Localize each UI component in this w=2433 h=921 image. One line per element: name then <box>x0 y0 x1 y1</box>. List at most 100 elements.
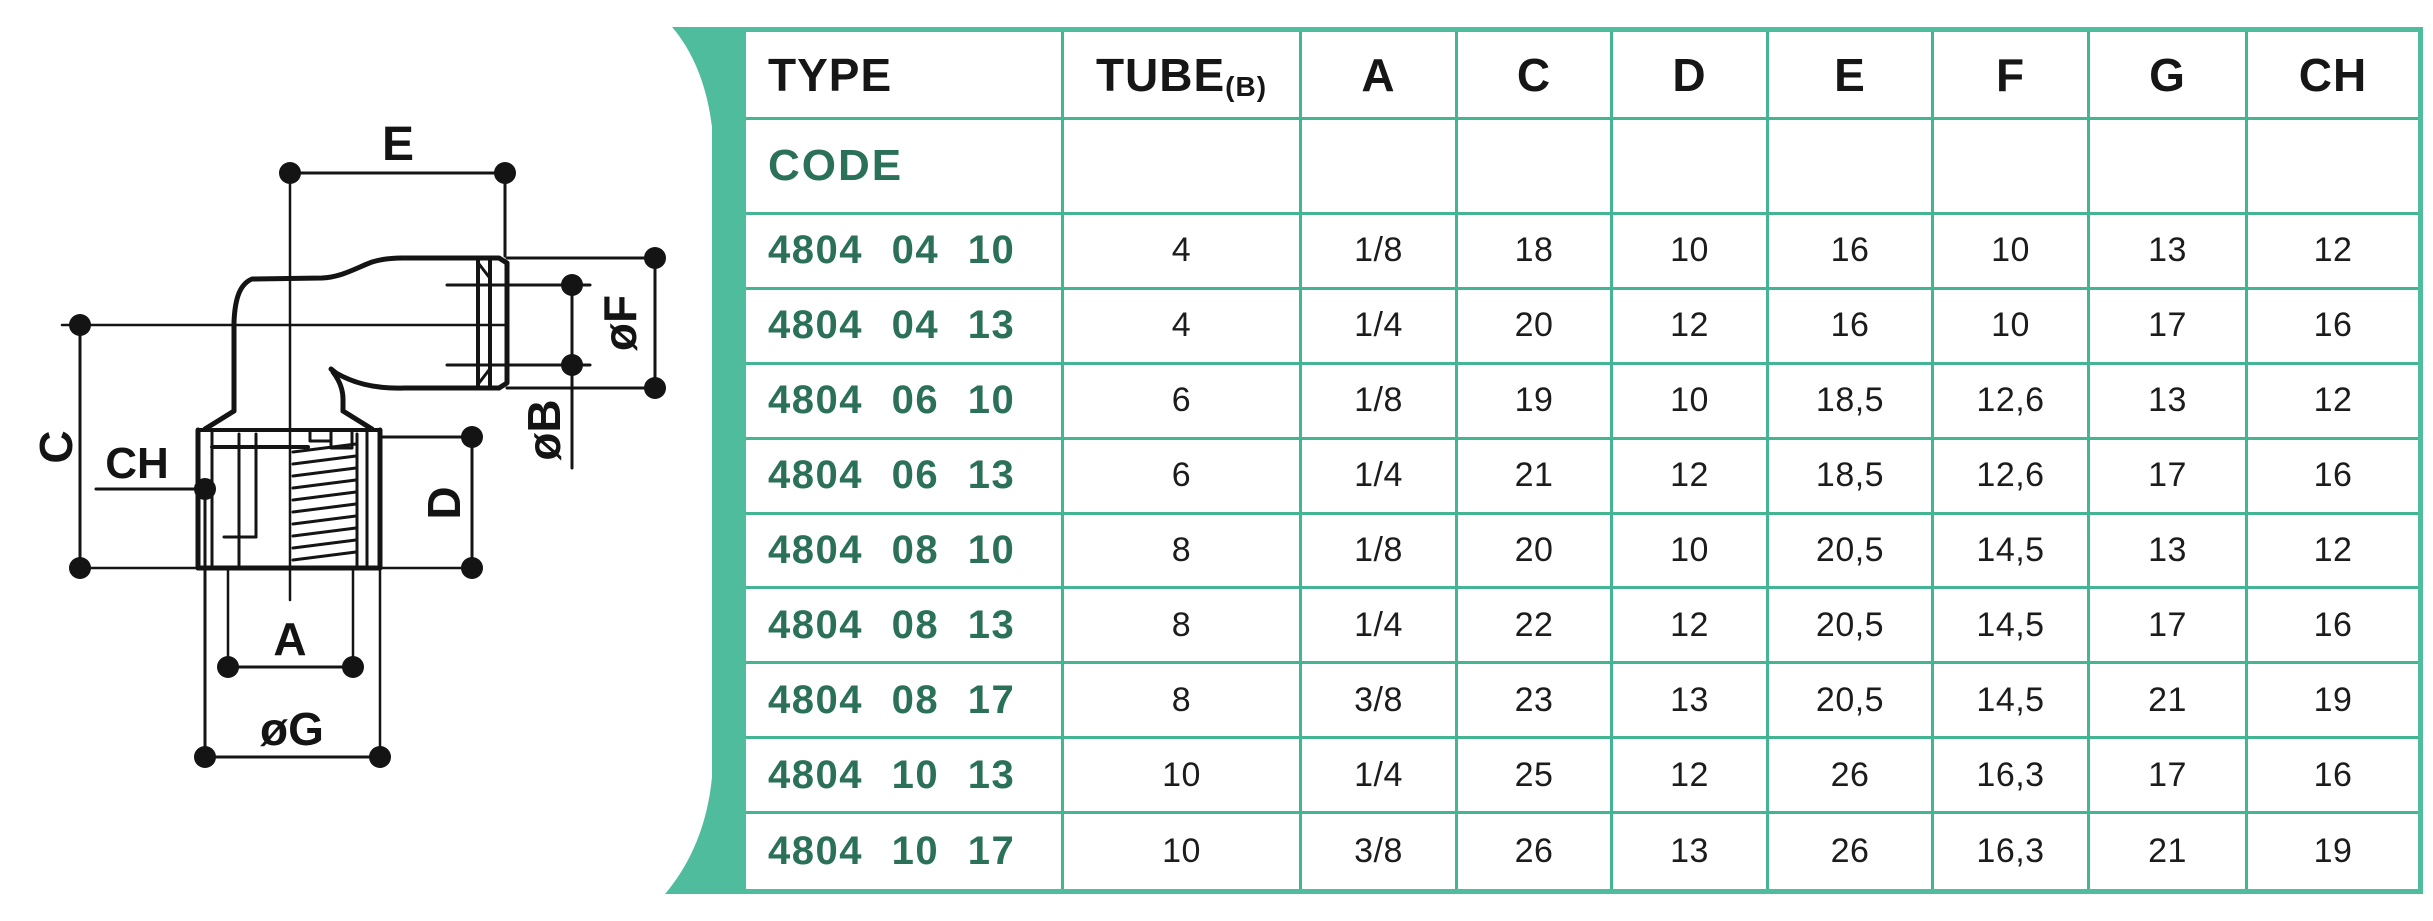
value-cell: 17 <box>2090 739 2248 815</box>
value-cell: 10 <box>1613 215 1769 290</box>
col-header-c: C <box>1458 32 1613 120</box>
type-code-cell: 4804 04 13 <box>746 289 1064 365</box>
value-cell: 1/8 <box>1302 215 1458 290</box>
value-cell: 26 <box>1458 814 1613 889</box>
value-cell: 21 <box>2090 664 2248 740</box>
value-cell: 16,3 <box>1934 739 2090 815</box>
fitting-technical-drawing: E øF øB C CH D A øG <box>30 118 666 768</box>
value-cell: 3/8 <box>1302 814 1458 889</box>
dim-b-dot-top <box>561 274 583 296</box>
value-cell: 12 <box>1613 739 1769 815</box>
thread-hatching <box>291 442 358 562</box>
hex-step-detail <box>308 428 354 450</box>
value-cell: 20 <box>1458 289 1613 365</box>
value-cell: 12 <box>1613 289 1769 365</box>
value-cell: 21 <box>1458 439 1613 515</box>
value-cell: 17 <box>2090 589 2248 665</box>
dim-d-line <box>378 435 474 570</box>
hex-inner-walls <box>210 428 369 570</box>
dim-g-dot-left <box>194 746 216 768</box>
col-header-tube: TUBE (B) <box>1064 32 1302 120</box>
dim-c-dot-bottom <box>69 557 91 579</box>
dim-label-f: øF <box>594 295 646 351</box>
col-header-ch: CH <box>2248 32 2418 120</box>
value-cell: 10 <box>1613 364 1769 440</box>
col-header-tube-subscript: (B) <box>1225 71 1268 102</box>
dim-g-dot-right <box>369 746 391 768</box>
value-cell: 21 <box>2090 814 2248 889</box>
type-code-cell: 4804 10 13 <box>746 739 1064 815</box>
collar-chamfers <box>477 262 491 385</box>
code-row-empty-cell <box>1302 120 1458 215</box>
type-code-cell: 4804 08 13 <box>746 589 1064 665</box>
col-header-d: D <box>1613 32 1769 120</box>
value-cell: 10 <box>1934 215 2090 290</box>
value-cell: 10 <box>1064 814 1302 889</box>
dim-e-dot-right <box>494 162 516 184</box>
value-cell: 16,3 <box>1934 814 2090 889</box>
table-grid: TYPE TUBE (B) A C D E F G CH CODE 4804 04… <box>746 32 2418 889</box>
value-cell: 1/4 <box>1302 589 1458 665</box>
code-row-empty-cell <box>1613 120 1769 215</box>
value-cell: 1/4 <box>1302 289 1458 365</box>
value-cell: 25 <box>1458 739 1613 815</box>
value-cell: 3/8 <box>1302 664 1458 740</box>
value-cell: 16 <box>1769 215 1934 290</box>
col-header-type: TYPE <box>746 32 1064 120</box>
value-cell: 14,5 <box>1934 589 2090 665</box>
type-code-cell: 4804 08 10 <box>746 514 1064 590</box>
value-cell: 1/4 <box>1302 439 1458 515</box>
value-cell: 12,6 <box>1934 439 2090 515</box>
dim-d-dot-bottom <box>461 557 483 579</box>
value-cell: 12 <box>2248 514 2418 590</box>
col-header-tube-label: TUBE <box>1095 48 1226 101</box>
dim-f-dot-bottom <box>644 377 666 399</box>
dim-d-dot-top <box>461 426 483 448</box>
value-cell: 17 <box>2090 289 2248 365</box>
dim-e-line <box>288 171 507 258</box>
value-cell: 4 <box>1064 289 1302 365</box>
value-cell: 19 <box>2248 814 2418 889</box>
elbow-outline-top <box>231 255 510 325</box>
code-row-label: CODE <box>746 120 1064 215</box>
value-cell: 8 <box>1064 589 1302 665</box>
value-cell: 12,6 <box>1934 364 2090 440</box>
value-cell: 12 <box>1613 439 1769 515</box>
value-cell: 1/8 <box>1302 364 1458 440</box>
dim-b-dot-bottom <box>561 354 583 376</box>
code-row-empty-cell <box>1934 120 2090 215</box>
value-cell: 16 <box>1769 289 1934 365</box>
value-cell: 18,5 <box>1769 439 1934 515</box>
value-cell: 4 <box>1064 215 1302 290</box>
value-cell: 17 <box>2090 439 2248 515</box>
code-row-empty-cell <box>1064 120 1302 215</box>
code-row-empty-cell <box>1458 120 1613 215</box>
code-row-empty-cell <box>2248 120 2418 215</box>
dim-label-b: øB <box>518 399 570 460</box>
dimension-table-zone: TYPE TUBE (B) A C D E F G CH CODE 4804 04… <box>660 27 2425 894</box>
value-cell: 16 <box>2248 289 2418 365</box>
value-cell: 12 <box>2248 215 2418 290</box>
dim-label-c: C <box>30 430 82 463</box>
value-cell: 12 <box>2248 364 2418 440</box>
value-cell: 14,5 <box>1934 514 2090 590</box>
value-cell: 16 <box>2248 739 2418 815</box>
value-cell: 10 <box>1934 289 2090 365</box>
dim-e-dot-left <box>279 162 301 184</box>
dimension-table: TYPE TUBE (B) A C D E F G CH CODE 4804 04… <box>746 27 2423 894</box>
dim-label-a: A <box>273 613 306 665</box>
value-cell: 14,5 <box>1934 664 2090 740</box>
code-row-empty-cell <box>1769 120 1934 215</box>
hex-top-face <box>196 428 382 449</box>
dim-label-g: øG <box>260 703 324 755</box>
type-code-cell: 4804 08 17 <box>746 664 1064 740</box>
value-cell: 23 <box>1458 664 1613 740</box>
dim-a-line <box>226 566 355 669</box>
dim-a-dot-right <box>342 656 364 678</box>
value-cell: 6 <box>1064 439 1302 515</box>
col-header-a: A <box>1302 32 1458 120</box>
value-cell: 26 <box>1769 814 1934 889</box>
value-cell: 22 <box>1458 589 1613 665</box>
dim-label-ch: CH <box>105 439 169 488</box>
